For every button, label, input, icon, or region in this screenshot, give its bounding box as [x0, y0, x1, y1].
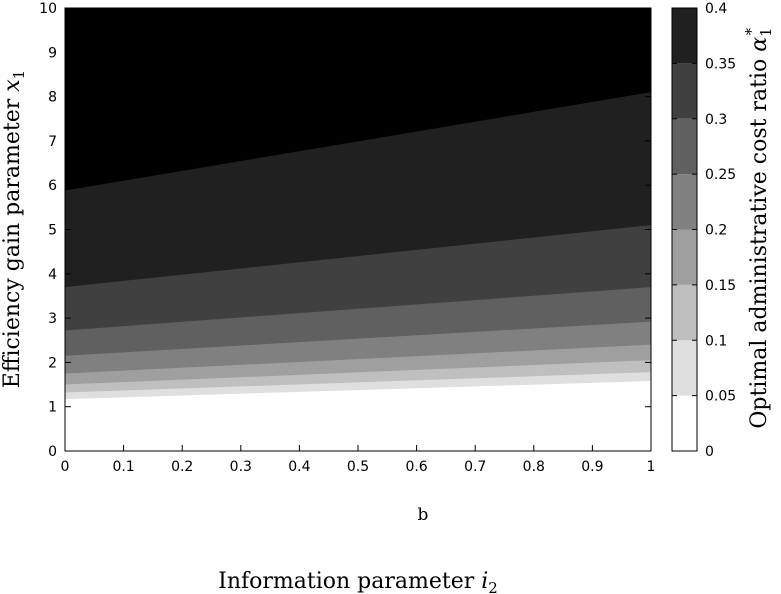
- colorbar-tick-label: 0: [705, 444, 714, 460]
- colorbar-tick-label: 0.2: [705, 223, 727, 239]
- colorbar-band-4: [672, 174, 697, 230]
- y-tick-label: 9: [48, 45, 57, 61]
- colorbar-tick-label: 0.25: [705, 167, 736, 183]
- x-tick-label: 1: [647, 459, 656, 475]
- y-axis-label-text: Efficiency gain parameter: [0, 92, 25, 389]
- x-tick-label: 0.4: [288, 459, 310, 475]
- colorbar-tick-label: 0.35: [705, 56, 736, 72]
- x-tick-label: 0.3: [230, 459, 252, 475]
- colorbar-tick-label: 0.4: [705, 1, 727, 17]
- colorbar-label-text: Optimal administrative cost ratio: [747, 52, 772, 429]
- x-tick-label: 0.5: [347, 459, 369, 475]
- contour-band-7: [65, 8, 651, 191]
- x-tick-label: 0: [61, 459, 70, 475]
- colorbar-tick-label: 0.1: [705, 333, 727, 349]
- colorbar-band-6: [672, 63, 697, 119]
- x-tick-label: 0.2: [171, 459, 193, 475]
- y-tick-label: 0: [48, 444, 57, 460]
- x-axis-label: Information parameter i2: [218, 569, 498, 594]
- x-tick-label: 0.9: [581, 459, 603, 475]
- colorbar-band-5: [672, 118, 697, 175]
- x-axis-label-var: i: [481, 569, 488, 594]
- x-tick-label: 0.1: [112, 459, 134, 475]
- x-axis-label-text: Information parameter: [218, 569, 481, 594]
- colorbar-band-1: [672, 340, 697, 396]
- colorbar-label-sup: *: [742, 27, 760, 35]
- y-axis-label-var: x: [0, 79, 25, 92]
- plot-annotation: b: [418, 505, 429, 525]
- y-axis-label: Efficiency gain parameter x1: [0, 70, 28, 388]
- colorbar-label: Optimal administrative cost ratio α1*: [742, 27, 775, 428]
- y-tick-label: 4: [48, 267, 57, 283]
- colorbar-band-0: [672, 395, 697, 451]
- colorbar-label-sub: 1: [757, 27, 775, 37]
- y-tick-label: 3: [48, 311, 57, 327]
- colorbar-tick-label: 0.15: [705, 278, 736, 294]
- axes: 0 0.1 0.2 0.3 0.4 0.5 0.6 0.7 0.8 0.9 101234567891…: [39, 1, 655, 475]
- y-tick-label: 1: [48, 400, 57, 416]
- plot-area: [65, 8, 651, 451]
- x-axis-label-sub: 2: [488, 579, 498, 594]
- y-tick-label: 7: [48, 134, 57, 150]
- colorbar-tick-label: 0.3: [705, 112, 727, 128]
- colorbar-label-var: α: [747, 37, 772, 52]
- colorbar-band-2: [672, 284, 697, 341]
- y-tick-label: 10: [39, 1, 57, 17]
- y-tick-label: 2: [48, 355, 57, 371]
- colorbar: 0 0.05 0.1 0.15 0.2 0.25 0.3 0.35 0.4: [671, 1, 736, 460]
- colorbar-tick-label: 0.05: [705, 389, 736, 405]
- y-tick-label: 8: [48, 90, 57, 106]
- x-tick-label: 0.6: [405, 459, 427, 475]
- x-tick-label: 0.8: [523, 459, 545, 475]
- y-axis-label-sub: 1: [10, 70, 28, 80]
- colorbar-band-3: [672, 229, 697, 285]
- y-tick-label: 5: [48, 223, 57, 239]
- colorbar-band-7: [672, 8, 697, 64]
- x-tick-label: 0.7: [464, 459, 486, 475]
- y-tick-label: 6: [48, 178, 57, 194]
